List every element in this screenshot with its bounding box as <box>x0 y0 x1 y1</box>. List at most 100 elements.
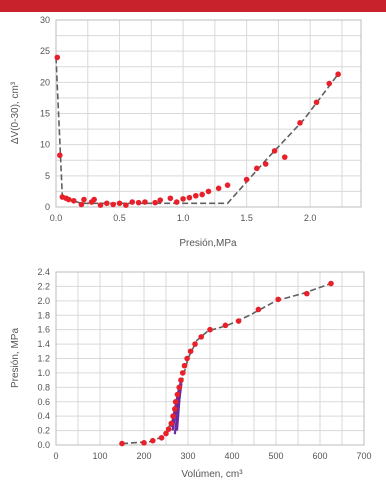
c1-point <box>253 165 260 172</box>
c2-y-tick-label: 1.8 <box>37 310 50 320</box>
c1-point <box>78 201 85 208</box>
c2-point <box>328 280 334 287</box>
c1-point <box>173 199 180 205</box>
c2-point <box>235 318 242 324</box>
chart2-fit-line <box>121 282 332 445</box>
c1-point <box>199 191 205 198</box>
chart2-y-axis-label: Presión, MPa <box>10 328 21 388</box>
c1-y-tick-label: 0 <box>45 202 50 212</box>
c1-x-tick-label: 2.0 <box>304 213 317 223</box>
c2-point <box>176 384 182 391</box>
c2-y-tick-label: 0.6 <box>37 397 50 407</box>
chart2-grid <box>55 271 365 446</box>
c1-x-tick-label: 1.5 <box>240 213 253 223</box>
c1-point <box>281 154 288 160</box>
c1-point <box>186 194 193 201</box>
c2-point <box>192 341 198 347</box>
c1-point <box>135 199 142 206</box>
c2-point <box>150 437 156 444</box>
c2-point <box>158 434 165 441</box>
c1-point <box>116 200 123 207</box>
c1-y-tick-label: 25 <box>40 46 50 56</box>
c2-x-tick-label: 100 <box>92 451 107 461</box>
c1-x-tick-label: 0.5 <box>113 213 126 223</box>
c1-y-tick-label: 30 <box>40 15 50 25</box>
c2-fit-path <box>121 282 332 445</box>
c2-x-tick-label: 200 <box>136 451 151 461</box>
c1-point <box>54 54 61 61</box>
chart2-y-ticks: 0.0 0.2 0.4 0.6 0.8 1.0 1.2 1.4 1.6 1.8 2.0 2.2 2.4 <box>37 267 50 450</box>
c2-point <box>178 377 184 383</box>
c1-point <box>326 80 333 87</box>
chart2-plot-frame <box>55 271 365 446</box>
c2-point <box>304 290 310 297</box>
c2-y-tick-label: 0.4 <box>37 411 50 421</box>
c1-point <box>215 185 222 192</box>
c2-y-tick-label: 0.0 <box>37 440 50 450</box>
c1-point <box>262 161 269 167</box>
c2-point <box>187 348 194 355</box>
c1-point <box>123 202 129 208</box>
c2-point <box>170 413 176 419</box>
c1-point <box>91 196 97 203</box>
c1-point <box>104 200 110 207</box>
chart1-x-ticks: 0.0 0.5 1.0 1.5 2.0 <box>50 213 317 223</box>
c2-y-tick-label: 2.2 <box>37 281 50 291</box>
c1-point <box>335 71 341 78</box>
c1-point <box>152 199 158 206</box>
c2-point <box>207 326 213 333</box>
chart2-x-axis-label: Volúmen, cm³ <box>181 469 243 480</box>
c2-point <box>184 355 190 362</box>
c1-point <box>243 176 250 183</box>
c2-y-tick-label: 2.0 <box>37 296 50 306</box>
c1-x-tick-label: 0.0 <box>50 213 63 223</box>
top-color-band <box>0 0 386 12</box>
c2-x-tick-label: 0 <box>53 451 58 461</box>
c2-point <box>172 398 179 405</box>
chart2-points <box>119 280 334 447</box>
c2-x-tick-label: 500 <box>268 451 283 461</box>
c1-point <box>70 197 77 204</box>
chart-pressure-vs-volume: 0 100 200 300 400 500 600 700 0.0 0.2 0.4 0.6 0.8 1.… <box>10 267 372 480</box>
c2-y-tick-label: 0.8 <box>37 382 50 392</box>
c1-point <box>97 202 104 208</box>
c1-y-tick-label: 20 <box>40 77 50 87</box>
chart1-y-axis-label: ΔV(0-30), cm³ <box>10 81 21 144</box>
c2-y-tick-label: 1.0 <box>37 368 50 378</box>
c2-y-tick-label: 1.2 <box>37 354 50 364</box>
c1-point <box>57 152 63 159</box>
c1-point <box>167 195 174 202</box>
c1-point <box>313 99 320 106</box>
c1-point <box>297 120 303 126</box>
chart1-fit-line <box>55 57 339 205</box>
c2-point <box>222 322 229 329</box>
c1-point <box>65 196 72 203</box>
c2-x-tick-label: 600 <box>312 451 327 461</box>
c1-point <box>142 199 148 205</box>
c1-fit-path <box>55 57 339 205</box>
c1-point <box>129 199 136 205</box>
c1-point <box>205 188 212 195</box>
c2-x-tick-label: 300 <box>180 451 195 461</box>
c1-y-tick-label: 5 <box>45 171 50 181</box>
c1-point <box>81 196 87 203</box>
c2-point <box>174 391 181 398</box>
c1-x-tick-label: 1.0 <box>177 213 190 223</box>
c2-y-tick-label: 1.6 <box>37 325 50 335</box>
c2-y-tick-label: 0.2 <box>37 426 50 436</box>
c1-point <box>110 201 116 208</box>
c1-point <box>271 148 278 154</box>
c2-point <box>141 440 147 446</box>
chart1-points <box>54 54 341 208</box>
c2-point <box>181 362 188 369</box>
c2-point <box>172 406 178 412</box>
c2-point <box>255 306 262 313</box>
chart1-x-axis-label: Presión,MPa <box>179 238 237 249</box>
c1-point <box>224 182 231 188</box>
c1-point <box>157 197 164 203</box>
c2-point <box>163 430 169 437</box>
c2-point <box>198 334 204 340</box>
c2-point <box>179 370 186 376</box>
chart-volume-change-vs-pressure: 0.0 0.5 1.0 1.5 2.0 0 5 10 15 20 25 30 Presión,MPa… <box>10 15 362 249</box>
